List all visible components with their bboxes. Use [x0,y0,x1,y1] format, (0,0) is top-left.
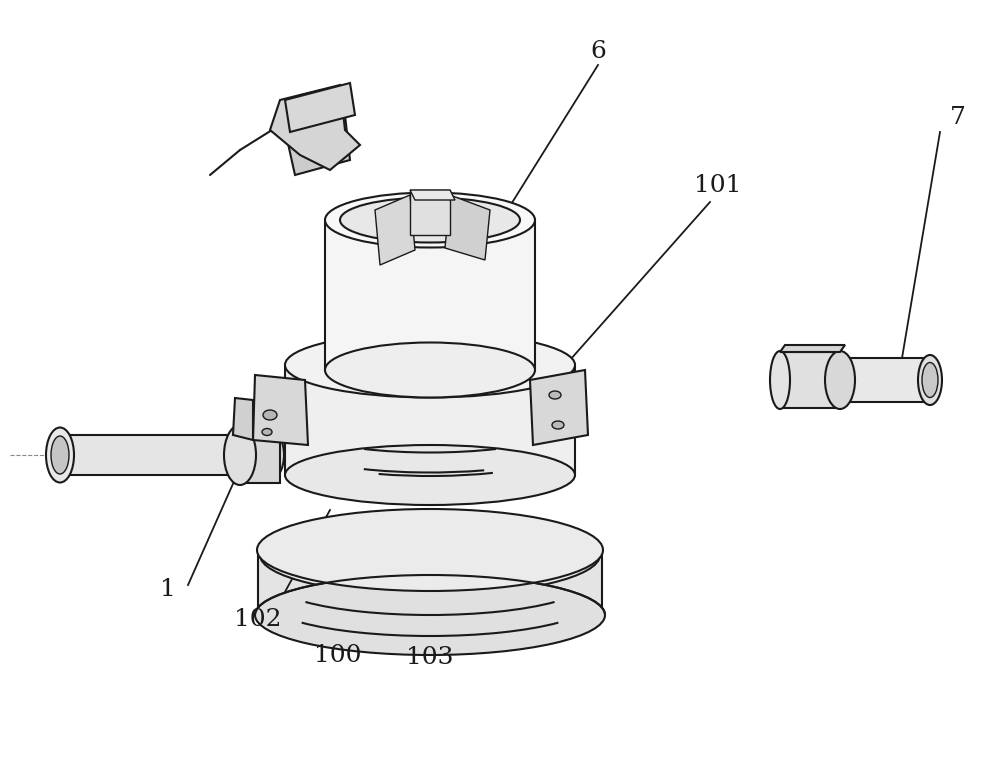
Text: 103: 103 [406,647,454,669]
Polygon shape [530,370,588,445]
Ellipse shape [825,351,855,409]
Polygon shape [410,190,450,235]
Text: 102: 102 [234,609,282,631]
Ellipse shape [51,436,69,474]
Ellipse shape [224,425,256,485]
Ellipse shape [256,430,284,480]
Polygon shape [260,555,600,615]
Text: 6: 6 [590,40,606,64]
Ellipse shape [285,445,575,505]
Polygon shape [240,427,280,483]
Polygon shape [285,83,355,132]
Polygon shape [375,195,415,265]
Polygon shape [780,345,845,352]
Polygon shape [258,550,602,620]
Polygon shape [410,190,455,200]
Ellipse shape [918,355,942,405]
Polygon shape [285,365,575,475]
Polygon shape [270,85,360,170]
Ellipse shape [255,575,605,655]
Ellipse shape [325,342,535,398]
Polygon shape [285,115,350,175]
Text: 100: 100 [314,644,362,666]
Ellipse shape [770,351,790,409]
Ellipse shape [260,515,600,595]
Ellipse shape [257,509,603,591]
Text: 7: 7 [950,106,966,130]
Polygon shape [445,195,490,260]
Ellipse shape [263,410,277,420]
Ellipse shape [340,197,520,242]
Ellipse shape [552,421,564,429]
Ellipse shape [285,332,575,398]
Polygon shape [838,358,930,402]
Text: 1: 1 [160,578,176,601]
Polygon shape [253,375,308,445]
Ellipse shape [325,193,535,247]
Ellipse shape [922,363,938,398]
Ellipse shape [46,427,74,483]
Polygon shape [60,435,270,475]
Polygon shape [233,398,253,440]
Polygon shape [780,352,840,408]
Text: 101: 101 [694,174,742,197]
Ellipse shape [262,429,272,436]
Ellipse shape [549,391,561,399]
Polygon shape [325,220,535,370]
